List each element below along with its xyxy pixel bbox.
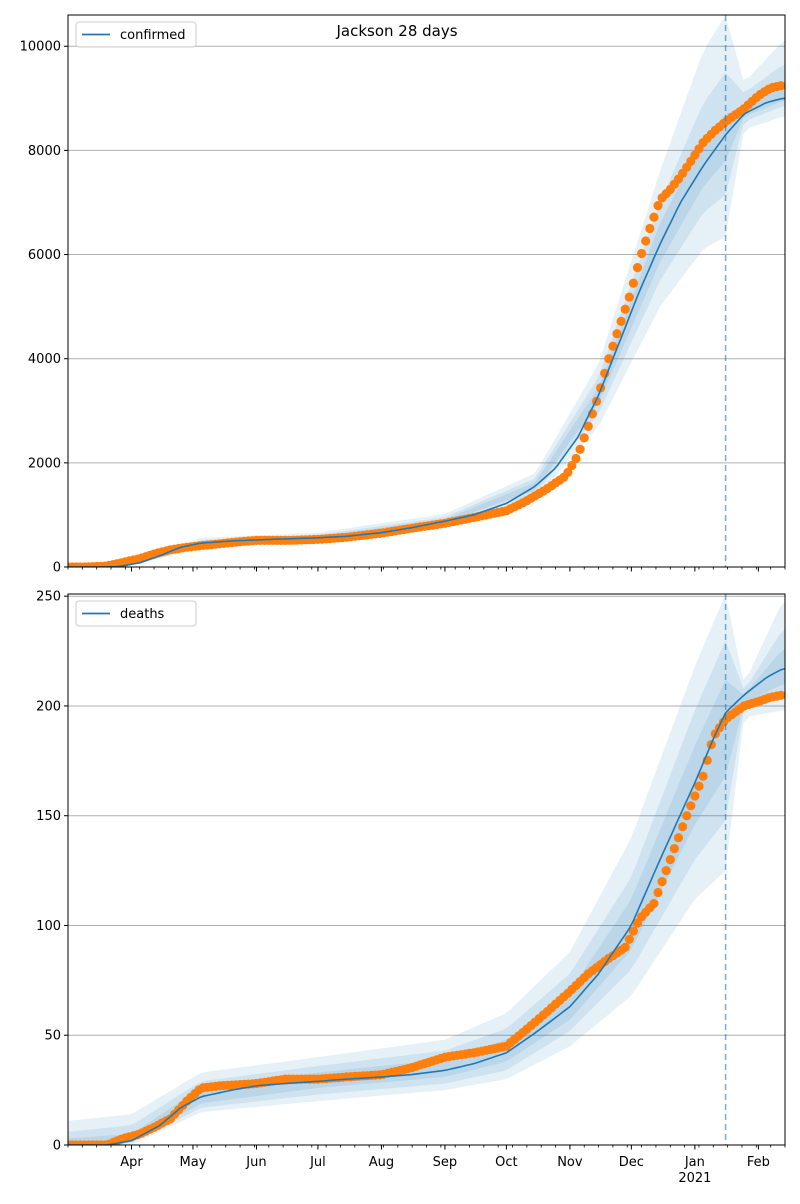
observed-point	[625, 935, 634, 944]
x-tick-label: Jan	[684, 1155, 705, 1170]
legend: deaths	[76, 601, 196, 626]
legend: confirmed	[76, 22, 196, 47]
x-tick-label: May	[180, 1155, 207, 1170]
observed-point	[662, 866, 671, 875]
observed-point	[776, 691, 785, 700]
y-tick-label: 250	[36, 590, 61, 605]
y-tick-label: 0	[53, 561, 61, 576]
x-tick-label: Feb	[747, 1155, 770, 1170]
observed-point	[670, 844, 679, 853]
y-tick-label: 200	[36, 699, 61, 714]
x-tick-label: Nov	[557, 1155, 583, 1170]
legend-label: deaths	[120, 607, 165, 622]
uncertainty-band-outer	[68, 16, 785, 567]
observed-point	[621, 943, 630, 952]
y-tick-label: 10000	[20, 40, 61, 55]
observed-point	[625, 293, 634, 302]
observed-point	[653, 201, 662, 210]
x-tick-label: Oct	[495, 1155, 517, 1170]
observed-point	[699, 772, 708, 781]
observed-point	[653, 888, 662, 897]
observed-point	[629, 279, 638, 288]
observed-point	[621, 305, 630, 314]
legend-label: confirmed	[120, 28, 186, 43]
y-tick-label: 2000	[28, 456, 61, 471]
chart-panel-deaths: 0 50 100 150 200 250 Apr May Jun Jul Aug Sep Oct Nov D…	[36, 590, 785, 1186]
figure-title: Jackson 28 days	[335, 22, 457, 40]
x-tick-label: Jul	[309, 1155, 326, 1170]
y-tick-label: 4000	[28, 352, 61, 367]
observed-point	[637, 249, 646, 258]
observed-point	[633, 263, 642, 272]
chart-figure: 0 2000 4000 6000 8000 10000 confirmed 0 50 100 150…	[0, 0, 800, 1200]
observed-point	[694, 782, 703, 791]
x-tick-label: Aug	[369, 1155, 394, 1170]
observed-point	[776, 81, 785, 90]
observed-point	[612, 329, 621, 338]
x-tick-label: Dec	[619, 1155, 644, 1170]
y-tick-label: 6000	[28, 248, 61, 263]
x-year-label: 2021	[678, 1171, 711, 1186]
observed-point	[682, 811, 691, 820]
observed-point	[658, 877, 667, 886]
y-tick-label: 8000	[28, 144, 61, 159]
plot-area	[63, 16, 785, 572]
observed-point	[645, 224, 654, 233]
observed-point	[690, 791, 699, 800]
observed-point	[580, 433, 589, 442]
observed-point	[649, 899, 658, 908]
observed-point	[617, 317, 626, 326]
figure: 0 2000 4000 6000 8000 10000 confirmed 0 50 100 150…	[0, 0, 800, 1200]
observed-point	[686, 801, 695, 810]
observed-point	[678, 822, 687, 831]
y-tick-label: 100	[36, 919, 61, 934]
chart-panel-confirmed: 0 2000 4000 6000 8000 10000 confirmed	[20, 15, 786, 576]
observed-point	[641, 236, 650, 245]
observed-point	[571, 454, 580, 463]
observed-point	[674, 833, 683, 842]
y-tick-label: 50	[44, 1029, 61, 1044]
y-tick-label: 150	[36, 809, 61, 824]
x-tick-label: Apr	[120, 1155, 143, 1170]
observed-point	[666, 855, 675, 864]
observed-point	[649, 213, 658, 222]
axes-frame	[68, 15, 785, 567]
observed-point	[576, 445, 585, 454]
plot-area	[63, 595, 785, 1150]
y-tick-label: 0	[53, 1139, 61, 1154]
x-tick-label: Jun	[245, 1155, 266, 1170]
x-tick-label: Sep	[433, 1155, 458, 1170]
